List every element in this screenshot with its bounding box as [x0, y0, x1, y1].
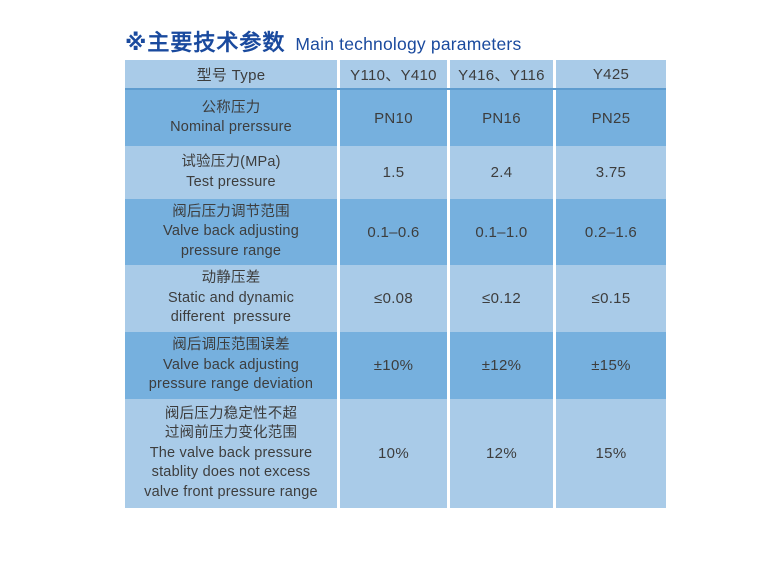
row-label-line: Static and dynamic [167, 289, 295, 306]
row-label-line: 阀后压力稳定性不超 [164, 405, 298, 422]
page-title: ※主要技术参数 Main technology parameters [125, 25, 521, 57]
row-value: 3.75 [553, 146, 666, 199]
row-label: 阀后压力调节范围 Valve back adjusting pressure ran… [125, 199, 337, 265]
row-value: ≤0.15 [553, 265, 666, 332]
row-value: ±12% [447, 332, 553, 399]
row-label-line: Test pressure [186, 173, 276, 190]
row-label-line: 公称压力 [201, 99, 261, 116]
row-label-line: 阀后调压范围误差 [172, 337, 290, 354]
table-header-row: 型号 Type Y110、Y410 Y416、Y116 Y425 [125, 60, 666, 88]
row-value: 12% [447, 399, 553, 508]
page-title-english: Main technology parameters [295, 34, 522, 54]
row-value: ≤0.12 [447, 265, 553, 332]
table-row: 阀后压力调节范围 Valve back adjusting pressure ran… [125, 199, 666, 265]
row-value: 1.5 [337, 146, 447, 199]
row-label-line: different pressure [170, 309, 292, 326]
row-value: 2.4 [447, 146, 553, 199]
table-row: 动静压差 Static and dynamic different pressure… [125, 265, 666, 332]
table-row: 试验压力(MPa) Test pressure 1.5 2.4 3.75 [125, 146, 666, 199]
row-value: 10% [337, 399, 447, 508]
row-value: PN10 [337, 90, 447, 146]
row-label: 动静压差 Static and dynamic different pressure [125, 265, 337, 332]
row-label-line: 阀后压力调节范围 [172, 203, 290, 220]
table-row: 公称压力 Nominal prerssure PN10 PN16 PN25 [125, 90, 666, 146]
page-title-chinese: ※主要技术参数 [125, 30, 286, 55]
row-label-line: pressure range [180, 242, 282, 259]
row-label: 公称压力 Nominal prerssure [125, 90, 337, 146]
header-cell-model-2: Y416、Y116 [447, 60, 553, 88]
row-label-line: Valve back adjusting [163, 223, 299, 240]
row-label: 阀后压力稳定性不超 过阀前压力变化范围 The valve back pressur… [125, 399, 337, 508]
table-body: 公称压力 Nominal prerssure PN10 PN16 PN25 试验压力(MP… [125, 90, 666, 508]
row-label-line: 过阀前压力变化范围 [164, 425, 298, 442]
row-value: 0.1–0.6 [337, 199, 447, 265]
row-value: 15% [553, 399, 666, 508]
row-label-line: Nominal prerssure [170, 119, 292, 135]
parameters-table: 型号 Type Y110、Y410 Y416、Y116 Y425 公称压力 Nom… [125, 60, 666, 508]
row-value: 0.1–1.0 [447, 199, 553, 265]
row-label-line: pressure range deviation [148, 376, 314, 393]
table-row: 阀后压力稳定性不超 过阀前压力变化范围 The valve back pressur… [125, 399, 666, 508]
row-value: ≤0.08 [337, 265, 447, 332]
row-label: 试验压力(MPa) Test pressure [125, 146, 337, 199]
header-cell-model-3: Y425 [553, 60, 666, 88]
row-label-line: stablity does not excess [151, 464, 311, 481]
row-value: 0.2–1.6 [553, 199, 666, 265]
table-row: 阀后调压范围误差 Valve back adjusting pressure ran… [125, 332, 666, 399]
header-cell-model-1: Y110、Y410 [337, 60, 447, 88]
row-value: ±10% [337, 332, 447, 399]
row-label-line: valve front pressure range [144, 483, 318, 500]
row-label-line: The valve back pressure [149, 444, 313, 461]
row-label: 阀后调压范围误差 Valve back adjusting pressure ran… [125, 332, 337, 399]
row-label-line: 动静压差 [201, 270, 261, 287]
header-underline [125, 88, 666, 90]
header-cell-type: 型号 Type [125, 60, 337, 88]
row-label-line: Valve back adjusting [163, 356, 299, 373]
row-value: PN16 [447, 90, 553, 146]
row-value: ±15% [553, 332, 666, 399]
row-value: PN25 [553, 90, 666, 146]
row-label-line: 试验压力(MPa) [181, 154, 281, 170]
